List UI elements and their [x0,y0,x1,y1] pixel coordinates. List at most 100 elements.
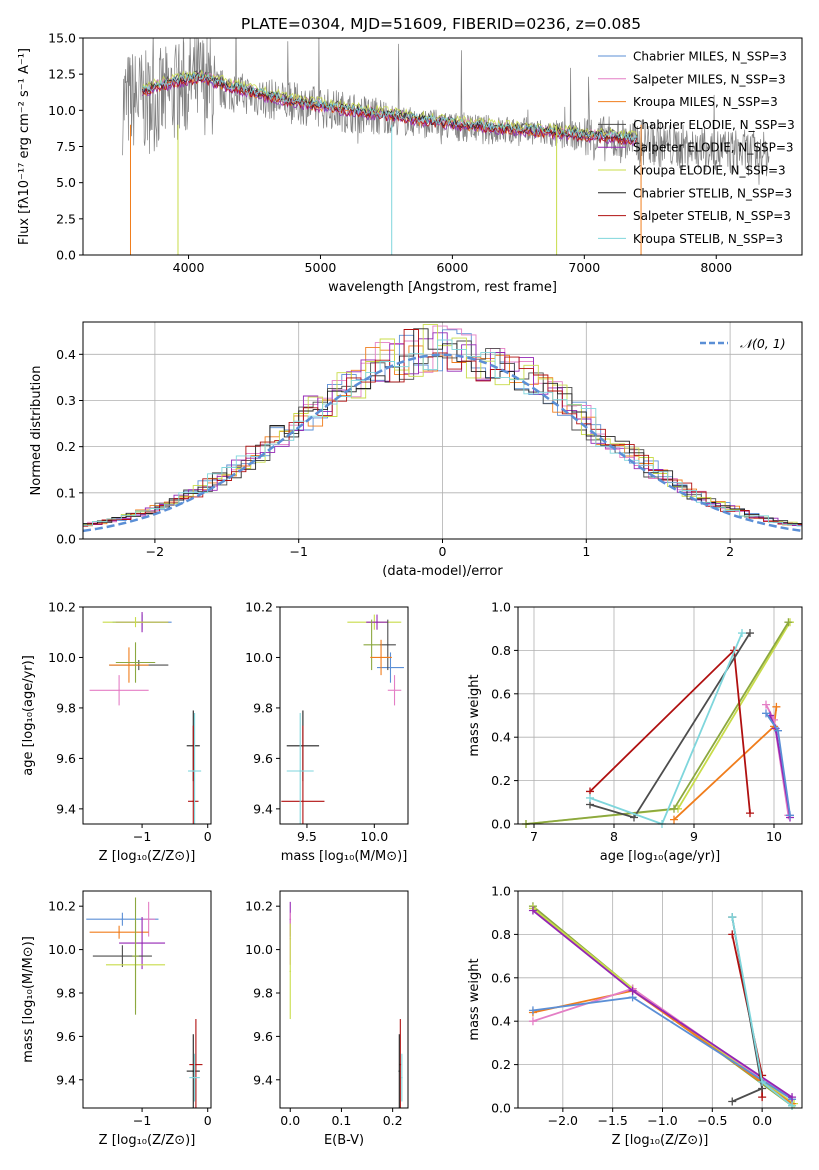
y-tick-label: 9.4 [253,1072,273,1087]
plus-marker [728,913,737,922]
y-tick-label: 10.0 [245,650,273,665]
y-tick-label: 0.0 [491,817,511,832]
x-tick-label: 1 [582,544,590,559]
y-tick-label: 0.8 [491,927,511,942]
data-point [115,642,156,683]
data-point [366,614,388,630]
y-tick-label: 10.2 [48,899,76,914]
y-tick-label: 0.6 [491,686,511,701]
point-marker [193,1076,196,1079]
x-tick-label: 0.1 [331,1113,351,1128]
legend-label: Salpeter MILES, N_SSP=3 [633,72,786,86]
point-marker [393,689,396,692]
massweight-vs-age-plot: 7 8 9 10 0.0 0.2 0.4 0.6 0.8 1.0 age [log₁₀(age/yr… [467,600,803,864]
data-point [142,901,156,937]
point-marker [141,942,143,944]
legend-label: Kroupa ELODIE, N_SSP=3 [633,164,786,178]
x-axis-label: age [log₁₀(age/yr)] [600,849,721,864]
point-marker [121,918,124,921]
data-point [281,725,325,824]
plus-marker [762,709,770,718]
plus-marker [746,629,754,638]
data-point [189,1053,200,1102]
x-tick-label: 0 [204,1113,212,1128]
spectrum-plot: 4000 5000 6000 7000 8000 0.0 2.5 5.0 7.5 10.0 12.5… [17,31,803,295]
data-point [89,675,149,706]
x-axis-label: mass [log₁₀(M/M⊙)] [281,849,408,864]
point-marker [192,800,195,803]
point-marker [128,664,130,666]
y-axis-label: age [log₁₀(age/yr)] [21,655,36,776]
y-tick-label: 9.6 [56,1029,76,1044]
x-axis-label: Z [log₁₀(Z/Z⊙)] [99,1133,196,1148]
data-point [401,1053,403,1102]
y-tick-label: 9.4 [253,801,273,816]
y-tick-label: 9.4 [56,1072,76,1087]
plus-marker [528,906,537,915]
x-tick-label: −1.5 [597,1113,627,1128]
y-tick-label: 9.8 [253,700,273,715]
y-tick-label: 0.3 [56,393,76,408]
normal-curve [83,353,802,533]
y-tick-label: 10.0 [245,942,273,957]
x-tick-label: −1 [133,829,151,844]
x-tick-label: −1 [289,544,307,559]
age-vs-mass-plot: 9.5 10.0 9.4 9.6 9.8 10.0 10.2 mass [log₁₀(M/M⊙… [245,600,409,864]
x-tick-label: 5000 [305,260,337,275]
y-tick-label: 0.2 [491,773,511,788]
point-marker [299,770,302,772]
point-marker [195,1063,197,1066]
x-tick-label: 6000 [436,260,468,275]
plus-marker [758,1077,767,1086]
x-tick-label: 10.0 [360,829,388,844]
data-point [89,925,149,939]
y-axis-label: mass weight [467,674,482,756]
plot-frame [82,606,212,825]
y-tick-label: 0.4 [491,730,511,745]
figure-title: PLATE=0304, MJD=51609, FIBERID=0236, z=0… [241,15,641,33]
y-tick-label: 10.0 [48,942,76,957]
y-tick-label: 0.6 [491,970,511,985]
y-tick-label: 9.8 [56,985,76,1000]
y-tick-label: 10.0 [48,650,76,665]
x-tick-label: 10 [766,829,782,844]
point-marker [134,621,137,623]
y-tick-label: 10.2 [245,899,273,914]
plot-frame [279,606,409,825]
plot-frame [82,890,212,1109]
plus-marker [670,815,678,824]
x-tick-label: 0.0 [752,1113,772,1128]
plot-frame [517,890,803,1109]
data-point [289,923,292,1020]
y-tick-label: 1.0 [491,884,511,899]
point-marker [376,621,378,623]
data-point [109,647,149,683]
plus-marker [758,1093,767,1102]
y-tick-label: 9.6 [56,751,76,766]
point-marker [399,1063,402,1066]
model-spectrum-8 [142,71,638,143]
y-tick-label: 9.4 [56,801,76,816]
plus-marker [772,702,781,711]
legend-label: 𝒩(0, 1) [740,336,786,351]
points [89,612,202,824]
y-tick-label: 12.5 [48,67,76,82]
point-marker [134,955,137,957]
y-tick-label: 0.1 [56,485,76,500]
point-marker [134,661,137,664]
data-point [186,1034,200,1108]
x-axis-label: Z [log₁₀(Z/Z⊙)] [99,849,196,864]
y-tick-label: 7.5 [56,139,76,154]
x-tick-label: 0 [439,544,447,559]
legend-label: Salpeter ELODIE, N_SSP=3 [633,141,794,155]
x-tick-label: 7000 [568,260,600,275]
model-spectrum-4 [142,76,638,147]
y-axis-label: mass [log₁₀(M/M⊙)] [21,936,36,1063]
plot-frame [82,321,803,540]
x-tick-label: 0 [204,829,212,844]
data-point [379,619,396,671]
x-tick-label: −1.0 [647,1113,677,1128]
plus-marker [628,986,637,995]
plus-marker [774,726,782,735]
legend-label: Salpeter STELIB, N_SSP=3 [633,209,791,223]
